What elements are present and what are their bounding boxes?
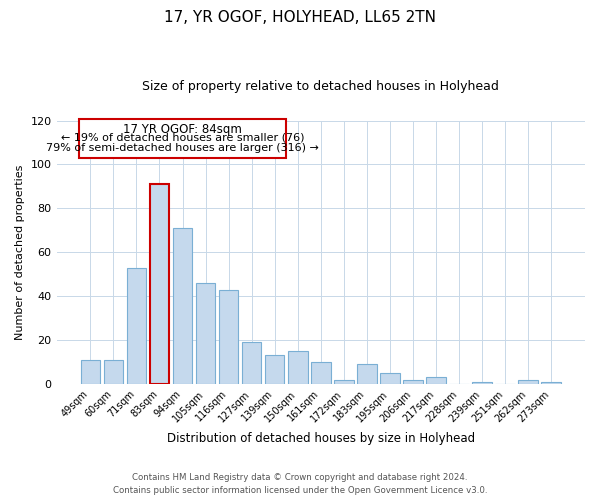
Bar [541,382,561,384]
Bar [173,228,193,384]
Bar [242,342,262,384]
Bar [426,378,446,384]
FancyBboxPatch shape [79,120,286,158]
Bar [219,290,238,384]
Bar [472,382,492,384]
Bar [357,364,377,384]
Bar [149,184,169,384]
Bar [288,351,308,384]
Text: 79% of semi-detached houses are larger (316) →: 79% of semi-detached houses are larger (… [46,142,319,152]
Bar [334,380,353,384]
Bar [311,362,331,384]
Bar [380,373,400,384]
Bar [265,356,284,384]
Bar [127,268,146,384]
Bar [403,380,423,384]
Title: Size of property relative to detached houses in Holyhead: Size of property relative to detached ho… [142,80,499,93]
Bar [80,360,100,384]
Bar [104,360,123,384]
Bar [196,283,215,384]
Text: ← 19% of detached houses are smaller (76): ← 19% of detached houses are smaller (76… [61,132,305,142]
Y-axis label: Number of detached properties: Number of detached properties [15,164,25,340]
X-axis label: Distribution of detached houses by size in Holyhead: Distribution of detached houses by size … [167,432,475,445]
Text: 17 YR OGOF: 84sqm: 17 YR OGOF: 84sqm [124,123,242,136]
Text: Contains HM Land Registry data © Crown copyright and database right 2024.
Contai: Contains HM Land Registry data © Crown c… [113,473,487,495]
Text: 17, YR OGOF, HOLYHEAD, LL65 2TN: 17, YR OGOF, HOLYHEAD, LL65 2TN [164,10,436,25]
Bar [518,380,538,384]
